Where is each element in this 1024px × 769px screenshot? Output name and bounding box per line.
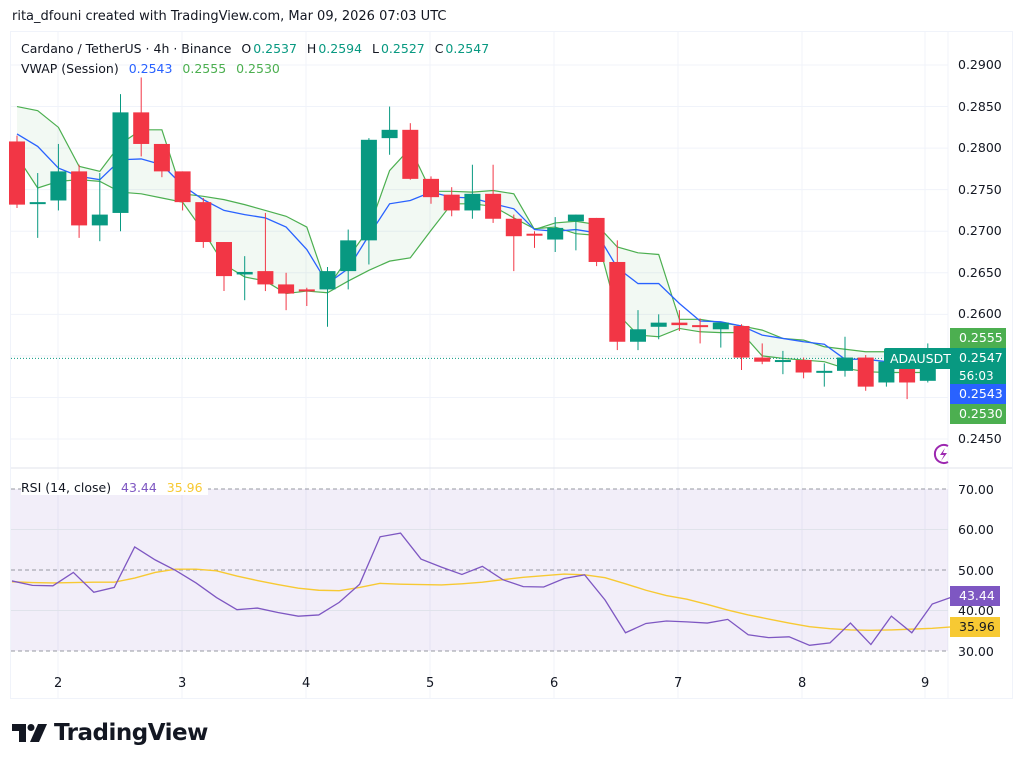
last-price-tag: 0.2547 56:03 [950, 348, 1006, 384]
time-axis-label: 8 [798, 676, 807, 691]
price-axis-label: 0.2800 [958, 140, 1002, 155]
vwap-price-tag: 0.2543 [950, 384, 1006, 404]
vwap-legend[interactable]: VWAP (Session) 0.2543 0.2555 0.2530 [21, 61, 282, 76]
rsi-title: RSI (14, close) [21, 480, 112, 495]
tradingview-brand[interactable]: TradingView [12, 720, 208, 746]
high-value: 0.2594 [318, 41, 363, 56]
rsi-ma-value: 35.96 [166, 480, 203, 495]
rsi-axis-label: 30.00 [958, 644, 994, 659]
price-axis-label: 0.2700 [958, 223, 1002, 238]
last-price-value: 0.2547 [959, 350, 1003, 365]
chart-frame [10, 31, 1013, 699]
rsi-legend[interactable]: RSI (14, close) 43.44 35.96 [21, 480, 208, 495]
close-value: 0.2547 [445, 41, 490, 56]
rsi-value-tag: 43.44 [950, 586, 1000, 606]
time-axis-label: 4 [302, 676, 311, 691]
rsi-axis-label: 60.00 [958, 522, 994, 537]
chart-attribution: rita_dfouni created with TradingView.com… [12, 9, 447, 24]
vwap-lower-value: 0.2530 [236, 61, 280, 76]
price-axis-label: 0.2650 [958, 265, 1002, 280]
vwap-value: 0.2543 [128, 61, 173, 76]
brand-name: TradingView [54, 720, 208, 746]
low-value: 0.2527 [380, 41, 425, 56]
vwap-upper-value: 0.2555 [182, 61, 227, 76]
rsi-axis-label: 50.00 [958, 563, 994, 578]
price-axis-label: 0.2850 [958, 99, 1002, 114]
price-axis-label: 0.2900 [958, 57, 1002, 72]
price-axis-label: 0.2600 [958, 306, 1002, 321]
time-axis-label: 5 [426, 676, 435, 691]
vwap-title: VWAP (Session) [21, 61, 119, 76]
low-label: L [372, 41, 379, 56]
symbol-price-tag: ADAUSDT [884, 348, 957, 369]
rsi-axis-label: 40.00 [958, 603, 994, 618]
symbol-legend[interactable]: Cardano / TetherUS · 4h · Binance O 0.253… [21, 41, 491, 56]
symbol-title: Cardano / TetherUS · 4h · Binance [21, 41, 232, 56]
tradingview-logo-icon [12, 724, 47, 742]
time-axis-label: 6 [550, 676, 559, 691]
time-axis-label: 3 [178, 676, 187, 691]
rsi-value: 43.44 [121, 480, 157, 495]
vwap-lower-price-tag: 0.2530 [950, 404, 1006, 424]
rsi-axis-label: 70.00 [958, 482, 994, 497]
high-label: H [306, 41, 317, 56]
price-axis-label: 0.2750 [958, 182, 1002, 197]
lightning-icon[interactable] [932, 442, 954, 470]
bar-countdown: 56:03 [959, 369, 994, 383]
open-value: 0.2537 [253, 41, 297, 56]
open-label: O [241, 41, 252, 56]
vwap-upper-price-tag: 0.2555 [950, 328, 1006, 348]
time-axis-label: 9 [921, 676, 930, 691]
time-axis-label: 2 [54, 676, 63, 691]
close-label: C [434, 41, 444, 56]
price-axis-label: 0.2450 [958, 431, 1002, 446]
time-axis-label: 7 [674, 676, 683, 691]
rsi-ma-value-tag: 35.96 [950, 617, 1000, 637]
